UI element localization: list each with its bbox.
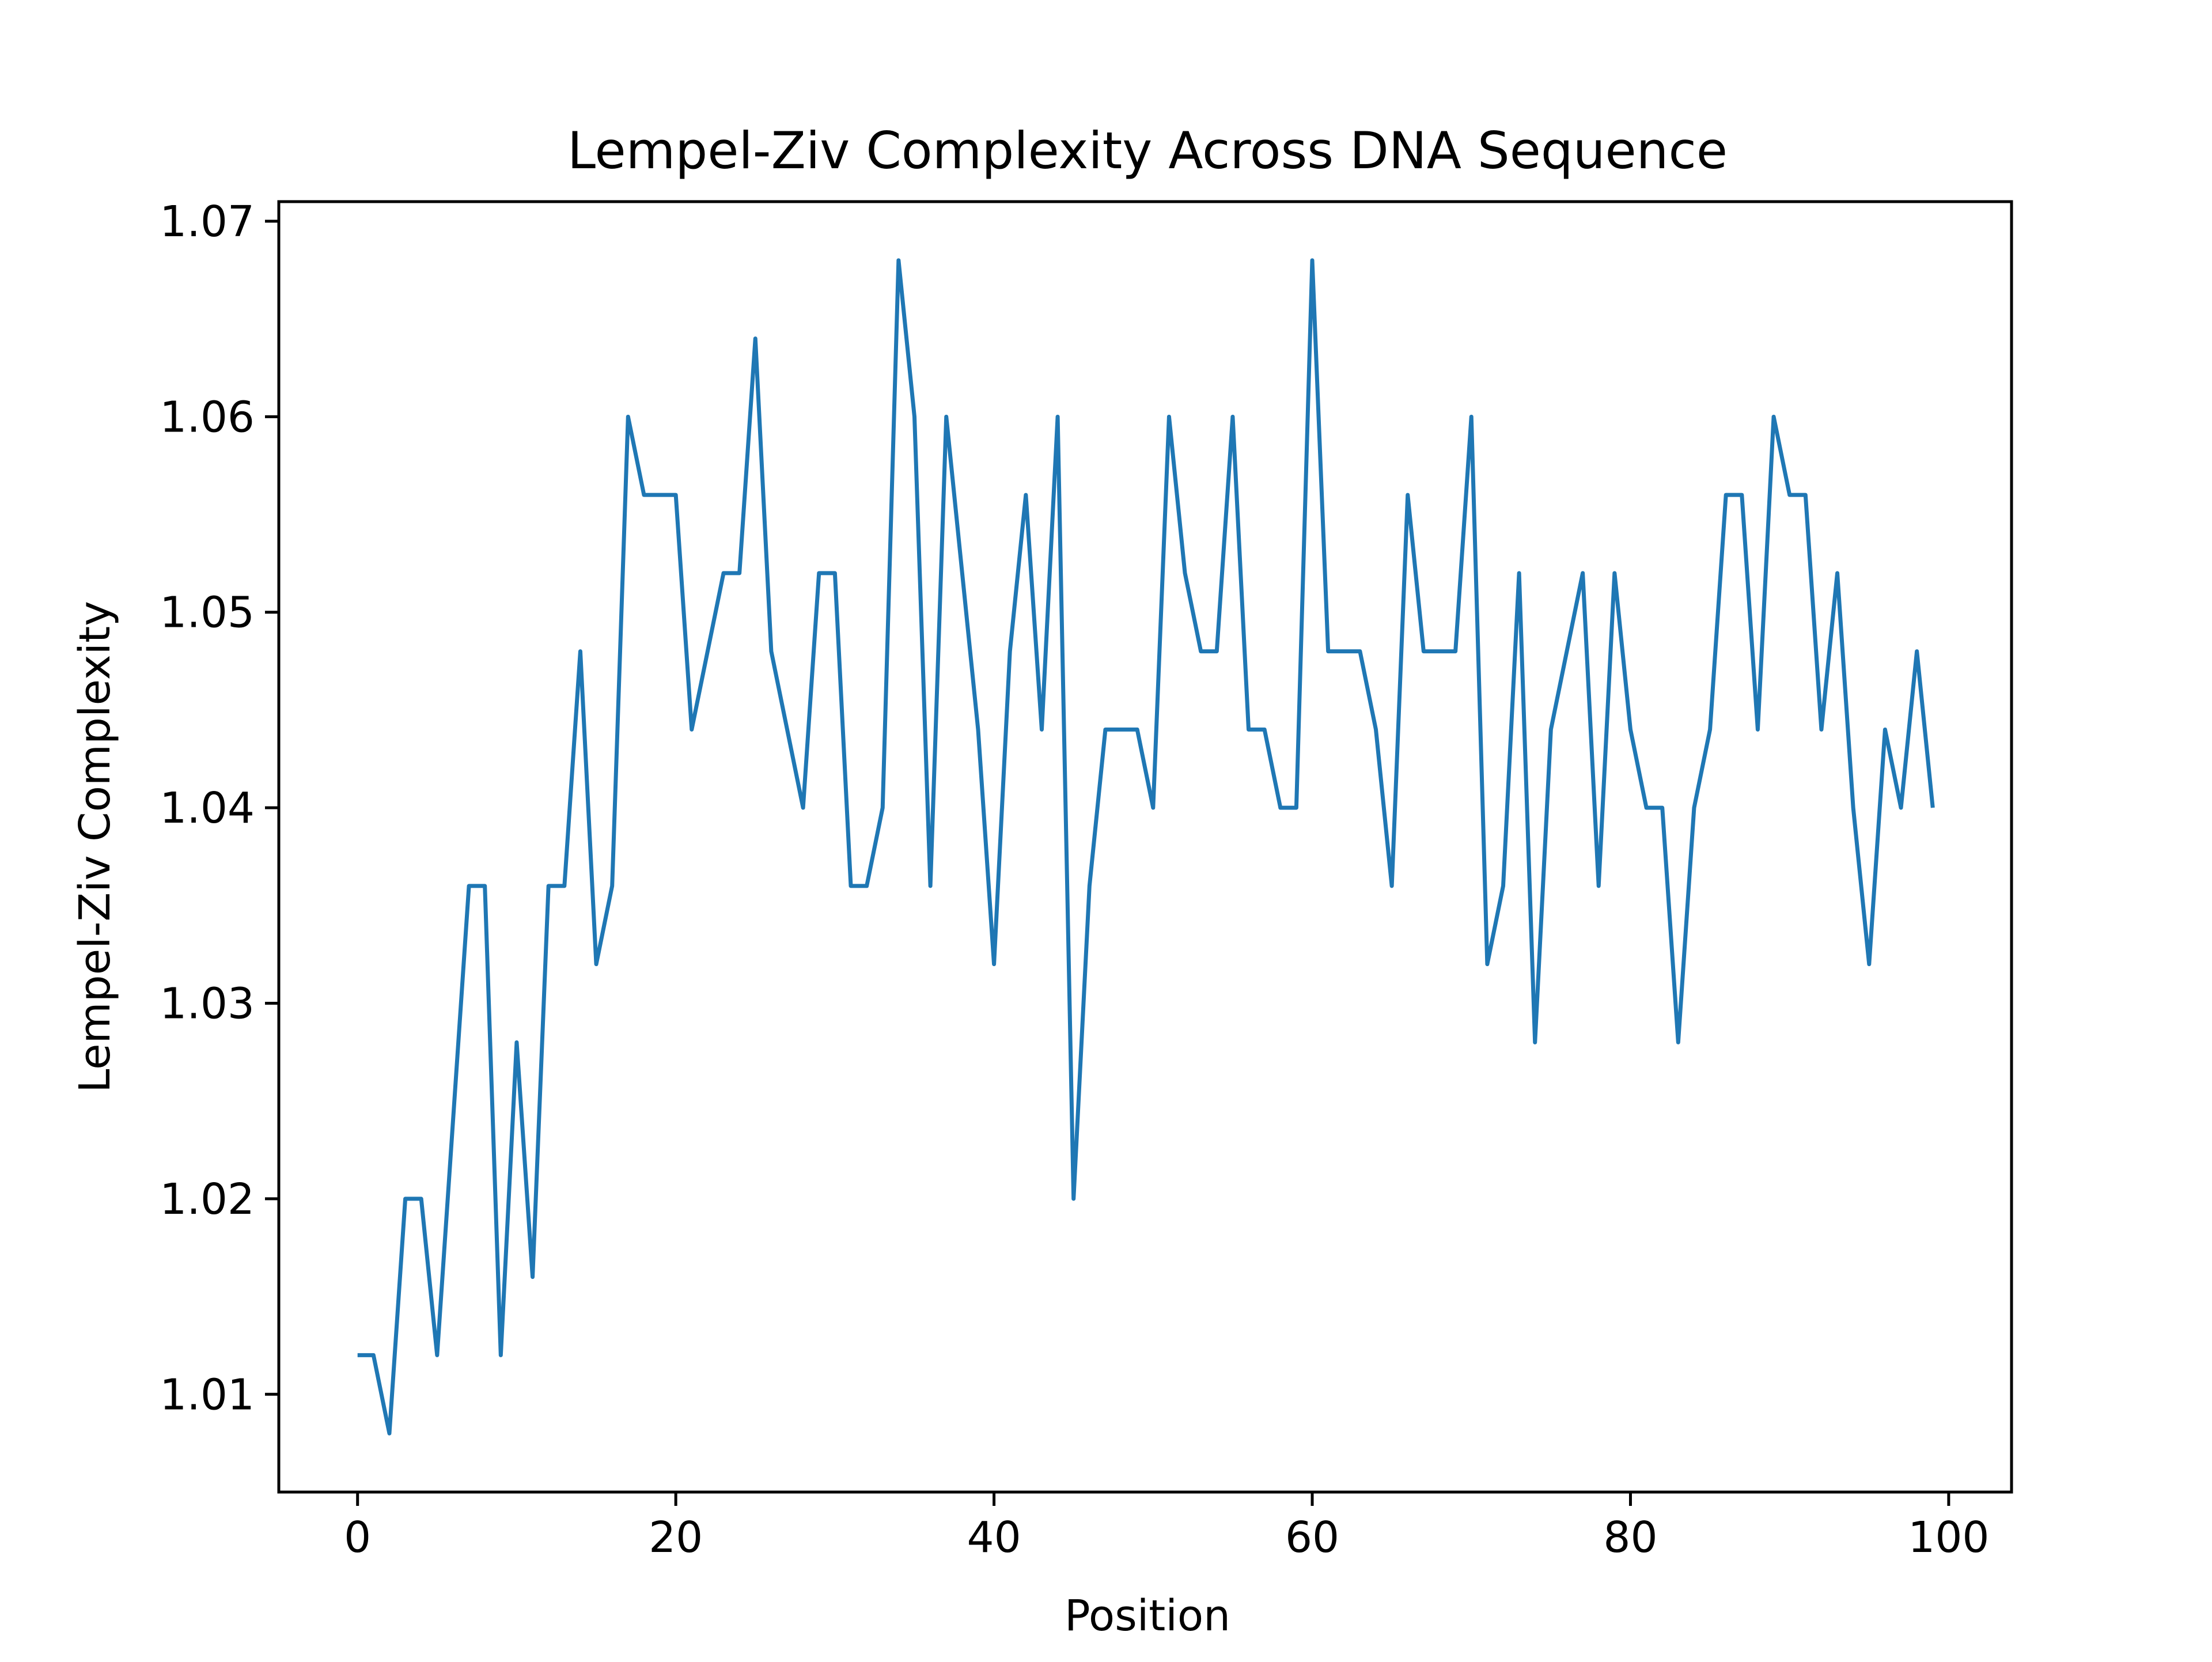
x-tick-label: 40 <box>967 1513 1021 1562</box>
y-tick-label: 1.03 <box>160 979 255 1029</box>
chart-title: Lempel-Ziv Complexity Across DNA Sequenc… <box>567 121 1728 180</box>
y-axis-label: Lempel-Ziv Complexity <box>70 601 120 1093</box>
y-tick-label: 1.07 <box>160 197 255 247</box>
x-tick-label: 60 <box>1285 1513 1339 1562</box>
y-axis-ticks: 1.01 1.02 1.03 1.04 1.05 1.06 1.07 <box>160 197 279 1419</box>
y-tick-label: 1.01 <box>160 1370 255 1419</box>
series-line <box>357 258 1935 1436</box>
x-axis-ticks: 0 20 40 60 80 100 <box>344 1492 1990 1562</box>
x-tick-label: 80 <box>1603 1513 1657 1562</box>
x-tick-label: 0 <box>344 1513 371 1562</box>
y-tick-label: 1.02 <box>160 1175 255 1224</box>
y-tick-label: 1.05 <box>160 588 255 638</box>
plot-area-frame <box>277 200 2013 1494</box>
x-axis-label: Position <box>1065 1591 1230 1641</box>
x-tick-label: 20 <box>649 1513 703 1562</box>
y-tick-label: 1.06 <box>160 392 255 442</box>
y-tick-label: 1.04 <box>160 783 255 833</box>
x-tick-label: 100 <box>1908 1513 1989 1562</box>
